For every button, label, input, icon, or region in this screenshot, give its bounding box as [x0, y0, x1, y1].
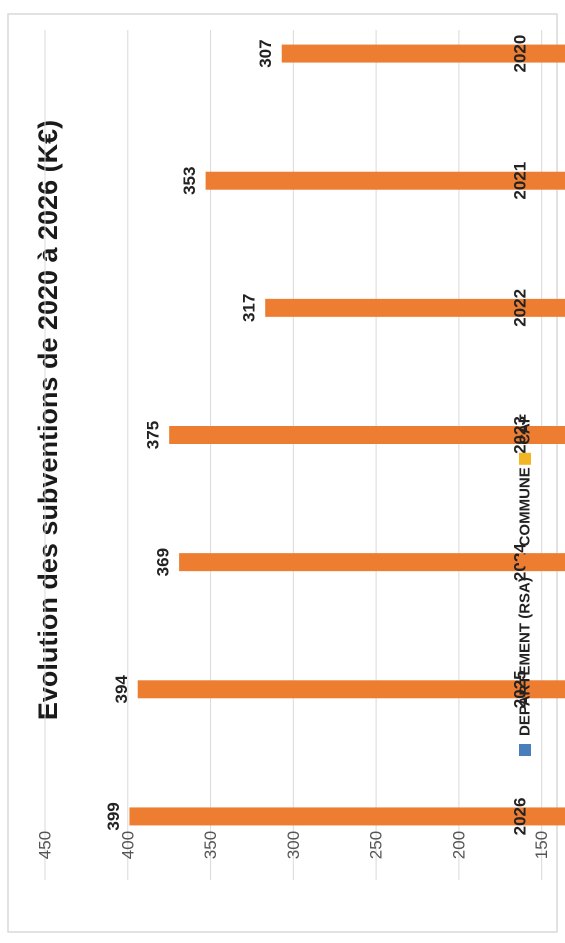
data-label: 317: [240, 294, 259, 322]
y-tick-label: 450: [36, 831, 55, 859]
legend: DEPARTEMENT (RSA) COMMUNE CAF: [517, 414, 534, 756]
y-tick-label: 200: [449, 831, 468, 859]
chart-title: Evolution des subventions de 2020 à 2026…: [33, 120, 63, 720]
x-category-label: 2020: [511, 35, 530, 73]
data-label: 353: [180, 167, 199, 195]
x-category-label: 2022: [511, 289, 530, 327]
x-category-label: 2026: [511, 798, 530, 836]
gridlines: [44, 30, 543, 880]
bar-commune-2021: [205, 171, 565, 190]
bar-commune-2026: [129, 807, 565, 826]
data-label: 375: [144, 421, 163, 449]
legend-label: CAF: [517, 414, 534, 445]
chart-border: [7, 13, 558, 933]
data-labels: 3230732353323179375369200,6394190,639919…: [104, 39, 275, 830]
x-category-label: 2023: [511, 416, 530, 454]
legend-swatch: [519, 744, 531, 756]
y-axis-ticks: 050100150200250300350400450: [36, 831, 552, 859]
y-tick-label: 150: [532, 831, 551, 859]
x-axis-categories: 2020202120222023202420252026: [511, 35, 530, 836]
y-tick-label: 250: [367, 831, 386, 859]
data-label: 399: [104, 802, 123, 830]
bar-commune-2023: [169, 426, 565, 444]
bar-commune-2020: [281, 44, 565, 63]
data-label: 307: [256, 39, 275, 67]
data-label: 394: [112, 675, 131, 704]
y-tick-label: 350: [201, 831, 220, 859]
data-label: 369: [154, 548, 173, 576]
bar-commune-2024: [179, 553, 565, 572]
y-tick-label: 400: [118, 831, 137, 859]
y-tick-label: 300: [284, 831, 303, 859]
bars: [129, 44, 565, 826]
x-category-label: 2025: [511, 670, 530, 708]
legend-label: COMMUNE: [517, 467, 534, 546]
legend-swatch: [519, 554, 531, 567]
x-category-label: 2021: [511, 162, 530, 200]
bar-commune-2022: [265, 298, 565, 317]
bar-commune-2025: [137, 680, 565, 699]
legend-label: DEPARTEMENT (RSA): [517, 577, 534, 736]
legend-swatch: [519, 452, 531, 465]
